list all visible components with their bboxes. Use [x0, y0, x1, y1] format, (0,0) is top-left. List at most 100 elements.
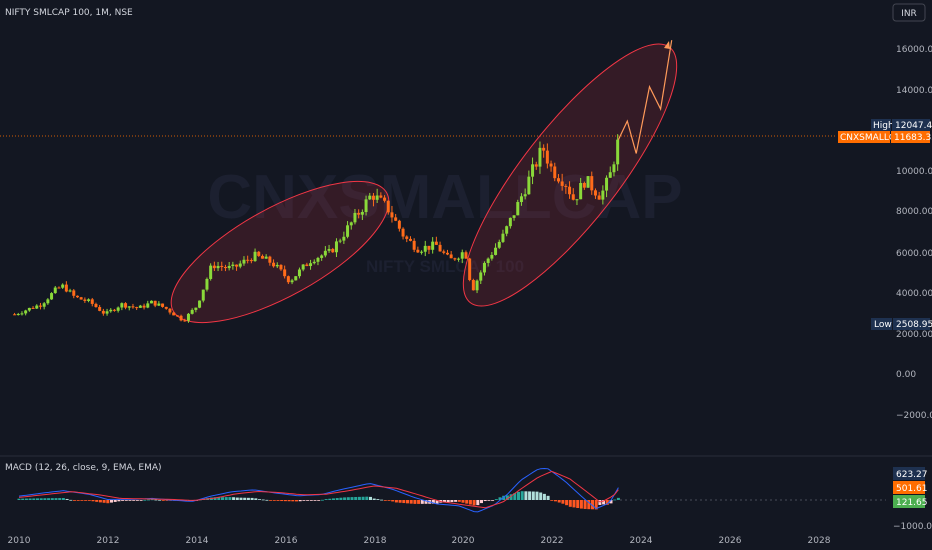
candle [579, 177, 583, 200]
candle [383, 195, 387, 203]
histogram-bar [39, 498, 43, 500]
trend-ellipse-2014-2018[interactable] [152, 154, 408, 349]
histogram-bar [472, 500, 476, 506]
candle [519, 193, 523, 206]
time-axis[interactable]: 2010 2012 2014 2016 2018 2020 2022 2024 … [8, 536, 831, 546]
candle [527, 170, 531, 195]
histogram-bar [258, 499, 261, 500]
histogram-bar [572, 500, 576, 508]
histogram-bar [380, 499, 384, 501]
candle [260, 254, 264, 259]
signal-value: 501.61 [896, 484, 928, 494]
candle [386, 200, 390, 215]
price-axis[interactable]: 16000.00 14000.00 10000.00 8000.00 6000.… [896, 45, 932, 421]
high-price-tag: High 12047.45 [871, 119, 932, 131]
histogram-bar [568, 500, 572, 507]
histogram-bar [158, 499, 162, 501]
candle [560, 173, 564, 191]
candle [83, 297, 87, 303]
histogram-bar [150, 499, 154, 501]
candle [338, 238, 342, 244]
candle [205, 277, 209, 292]
histogram-bar [328, 498, 332, 500]
candle [135, 306, 139, 311]
candle [27, 307, 31, 312]
candle [512, 215, 516, 221]
macd-value-tags: 623.27 501.61 121.65 [893, 467, 928, 508]
candle [172, 312, 176, 316]
histogram-bar [302, 500, 306, 501]
currency-button[interactable]: INR [892, 3, 926, 22]
candle [445, 249, 449, 256]
candle [556, 174, 560, 184]
candle [316, 256, 320, 266]
histogram-bar [605, 500, 609, 505]
histogram-bar [95, 500, 99, 502]
histogram-bar [110, 500, 113, 503]
candle [545, 143, 549, 169]
histogram-bar [417, 500, 421, 504]
candle [508, 217, 512, 229]
candle [586, 175, 590, 188]
histogram-bar [283, 500, 287, 502]
candle [612, 161, 616, 177]
histogram-bar [346, 497, 350, 500]
histogram-bar [235, 497, 239, 500]
candle [290, 278, 294, 285]
candle [571, 188, 575, 201]
candle [20, 311, 24, 316]
histogram-bar [143, 499, 147, 501]
projection-path[interactable] [617, 40, 673, 154]
candle [38, 302, 42, 310]
candle [294, 276, 298, 281]
candle [68, 288, 72, 293]
histogram-bar [616, 497, 620, 500]
histogram-bar [409, 500, 413, 504]
low-value: 2508.95 [896, 320, 932, 330]
histogram-bar [261, 499, 265, 501]
macd-legend[interactable]: MACD (12, 26, close, 9, EMA, EMA) [5, 463, 162, 473]
histogram-bar [594, 500, 598, 510]
candle [272, 259, 276, 268]
histogram-bar [28, 498, 32, 500]
histogram-bar [276, 500, 280, 501]
candle [286, 275, 290, 285]
histogram-bar [272, 500, 276, 501]
last-price-tag: CNXSMALLCAP 11683.35 [838, 131, 932, 143]
candle [323, 246, 327, 258]
histogram-bar [246, 497, 250, 500]
histogram-bar [454, 500, 458, 502]
y-tick-0: 0.00 [896, 370, 916, 380]
candle [475, 279, 479, 294]
histogram-bar [154, 499, 158, 501]
candle [186, 312, 190, 323]
histogram-bar [295, 500, 298, 502]
symbol-label: CNXSMALLCAP [840, 133, 907, 143]
histogram-bar [613, 499, 617, 501]
histogram-bar [161, 500, 165, 501]
candle [494, 243, 498, 256]
histogram-bar [509, 494, 513, 500]
y-tick-minus-2000: −2000.00 [896, 411, 932, 421]
candle [264, 254, 268, 259]
candle [50, 292, 54, 300]
candle [471, 278, 475, 291]
histogram-bar [139, 500, 143, 501]
macd-line [18, 467, 619, 513]
histogram-bar [265, 499, 269, 501]
candle [357, 209, 361, 219]
histogram-bar [546, 495, 550, 500]
candle [146, 300, 150, 309]
candle [490, 251, 494, 261]
histogram-bar [609, 500, 613, 504]
histogram-bar [65, 498, 69, 500]
candle [209, 263, 213, 281]
histogram-bar [24, 498, 28, 500]
x-tick-2010: 2010 [8, 536, 31, 546]
histogram-bar [591, 500, 594, 510]
histogram-bar [332, 498, 335, 500]
y-tick-10000: 10000.00 [896, 167, 932, 177]
histogram-bar [117, 500, 121, 502]
histogram-bar [435, 500, 439, 504]
candle [283, 265, 287, 279]
